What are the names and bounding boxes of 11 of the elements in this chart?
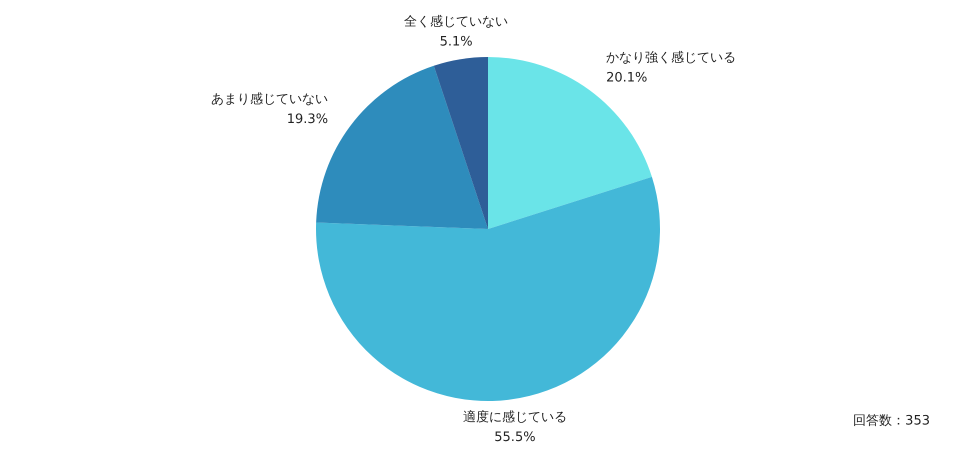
slice-label: 全く感じていない [404, 14, 508, 30]
data-label: 55.5% [494, 430, 536, 445]
data-label: 19.3% [286, 111, 328, 126]
pie-slice [316, 176, 660, 401]
text: 回答数：353 [853, 414, 930, 428]
slice-label: あまり感じていない [211, 91, 328, 106]
slice-label: 適度に感じている [462, 408, 567, 425]
slice-label: かなり強く感じている [606, 50, 736, 66]
data-label: 5.1% [440, 34, 473, 50]
data-label: 20.1% [606, 70, 648, 86]
pie-slice [434, 57, 488, 229]
